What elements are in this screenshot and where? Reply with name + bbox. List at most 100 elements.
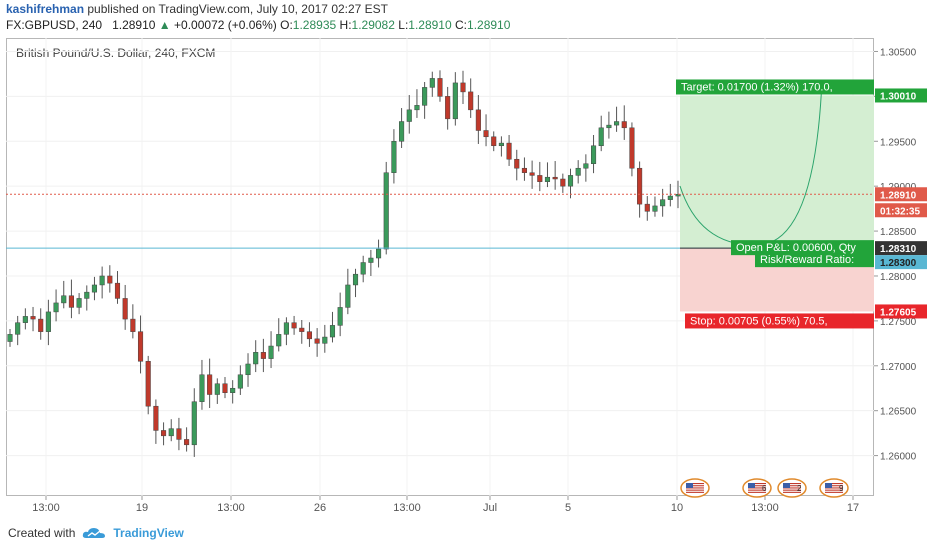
flag-stripe (686, 491, 704, 493)
candle-body (306, 331, 312, 340)
candle-body (644, 203, 650, 212)
flag-stripe (748, 487, 766, 489)
rr-label: Risk/Reward Ratio: (760, 254, 854, 266)
current-price-tag: 1.28910 (880, 190, 917, 201)
candle-body (391, 141, 397, 173)
us-flag-icon[interactable]: 2 (777, 478, 807, 498)
candle-body (552, 176, 558, 180)
candle-body (429, 78, 435, 88)
candle-body (283, 322, 289, 335)
candle-body (452, 82, 458, 120)
candle-body (68, 295, 74, 308)
stop-label: Stop: 0.00705 (0.55%) 70.5, (690, 315, 828, 327)
open-key: O: (280, 18, 293, 32)
x-tick-label: 17 (847, 502, 859, 514)
candle-body (575, 167, 581, 176)
target-price-tag: 1.30010 (880, 91, 917, 102)
candle-body (406, 109, 412, 122)
us-flag-icon[interactable]: 9 (819, 478, 849, 498)
x-tick-label: Jul (483, 502, 497, 514)
author-link[interactable]: kashifrehman (6, 2, 85, 16)
candle-body (422, 87, 428, 106)
low-key: L: (398, 18, 409, 32)
candle-body (145, 361, 151, 407)
candle-body (230, 387, 236, 393)
candle-body (437, 78, 443, 97)
candle-body (7, 334, 13, 342)
flag-stripe (825, 491, 843, 493)
flag-stripe (686, 489, 704, 491)
candle-body (107, 275, 113, 284)
flag-stripe (783, 491, 801, 493)
candle-body (61, 295, 67, 304)
target-label-bg (676, 79, 874, 95)
candle-body (99, 275, 105, 286)
candle-body (667, 195, 673, 200)
candle-body (38, 318, 44, 332)
candle-body (337, 307, 343, 326)
candle-body (84, 291, 90, 299)
high-value: 1.29082 (351, 18, 395, 32)
us-flag-icon[interactable]: 6 (742, 478, 772, 498)
candle-body (383, 172, 389, 250)
up-arrow-icon: ▲ (158, 18, 171, 32)
candle-body (329, 325, 336, 338)
flag-stripe (748, 489, 766, 491)
candle-body (53, 302, 59, 313)
candle-body (161, 430, 167, 437)
candle-body (245, 363, 251, 376)
candle-body (176, 428, 182, 440)
candle-body (621, 121, 627, 129)
candle-body (399, 121, 405, 142)
candle-body (291, 322, 297, 329)
candle-body (322, 336, 328, 344)
candle-body (360, 262, 366, 275)
flag-stripe (825, 483, 843, 485)
created-with-label: Created with (8, 526, 76, 540)
candle-body (114, 282, 121, 299)
flag-stripe (686, 487, 704, 489)
candle-body (483, 130, 489, 138)
open-value: 1.28935 (292, 18, 337, 32)
tradingview-brand-link[interactable]: TradingView (113, 526, 184, 540)
candle-body (560, 178, 566, 187)
flag-stripe (686, 483, 704, 485)
candle-body (15, 322, 21, 335)
footer: Created with TradingView (8, 526, 184, 540)
y-tick-label: 1.28000 (880, 272, 917, 283)
candle-body (491, 136, 497, 147)
countdown-tag-bg (875, 203, 927, 218)
candle-body (268, 345, 274, 359)
candle-body (30, 316, 36, 320)
flag-stripe (825, 489, 843, 491)
candle-body (45, 311, 51, 332)
candle-body (168, 428, 174, 437)
candle-body (91, 284, 98, 293)
candle-body (260, 352, 266, 359)
candle-body (184, 439, 190, 446)
candle-body (590, 145, 597, 164)
flag-canton (748, 483, 755, 488)
candle-body (475, 109, 481, 131)
candle-body (468, 91, 474, 111)
symbol-info: FX:GBPUSD, 240 1.28910 ▲ +0.00072 (+0.06… (6, 18, 510, 32)
event-count: 2 (797, 484, 802, 493)
candle-body (237, 374, 243, 389)
tradingview-cloud-icon (83, 528, 106, 538)
x-tick-label: 5 (565, 502, 571, 514)
entry-price-tag: 1.28310 (880, 244, 917, 255)
event-count: 9 (839, 484, 844, 493)
candle-body (583, 163, 589, 169)
candle-body (345, 284, 351, 308)
candle-body (130, 318, 136, 332)
us-flag-icon[interactable] (680, 478, 710, 498)
rr-label-bg (755, 254, 874, 268)
candle-body (153, 405, 159, 431)
candle-body (445, 96, 451, 120)
entry-price-tag-bg (875, 241, 927, 256)
x-tick-label: 10 (671, 502, 683, 514)
close-value: 1.28910 (467, 18, 511, 32)
candle-body (529, 172, 535, 176)
candle-body (122, 298, 128, 320)
